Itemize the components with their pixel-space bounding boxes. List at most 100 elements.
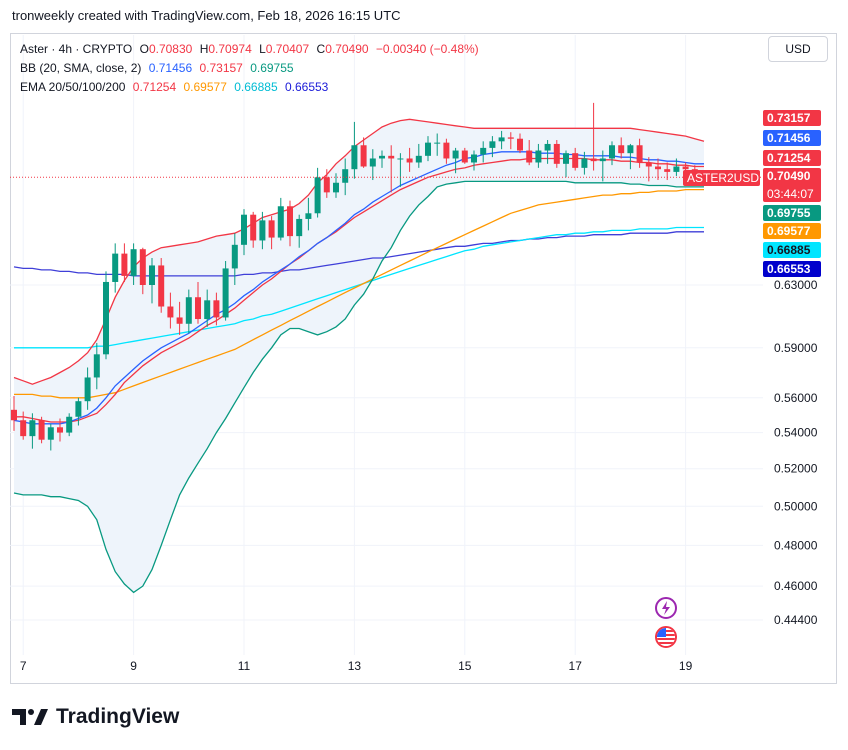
countdown-label: 03:44:07 [763,186,821,202]
x-axis-tick-label: 7 [20,659,27,673]
candle-body [213,300,220,318]
high-value: 0.70974 [208,42,252,56]
symbol-tag-label: ASTER2USD [683,170,760,186]
bb-upper-price-label: 0.73157 [763,110,821,126]
bb-band-fill [14,119,704,593]
candle-body [351,145,358,170]
change-value: −0.00340 (−0.48%) [375,42,479,56]
y-axis-tick-label: 0.48000 [774,538,818,552]
tradingview-logo-icon [12,709,48,725]
bb-basis-price-label: 0.71456 [763,130,821,146]
us-economic-events-icon[interactable] [655,626,677,648]
candle-body [287,206,293,237]
candle-body [57,427,63,433]
high-label: H [199,42,209,56]
candle-body [305,213,312,219]
candle-body [231,244,238,269]
chart-legend: Aster · 4h · CRYPTO O0.70830 H0.70974 L0… [20,40,483,97]
open-value: 0.70830 [148,42,193,56]
candle-body [259,220,266,241]
candle-body [425,142,431,156]
ema20-price-label: 0.71254 [763,150,821,166]
candle-body [599,158,606,162]
candle-body [360,145,367,167]
ema-label: EMA 20/50/100/200 [20,80,126,94]
candle-body [47,427,54,440]
y-axis-tick-label: 0.52000 [774,462,818,476]
candle-body [535,150,542,163]
candle-body [682,166,689,170]
candle-body [250,214,257,241]
candle-body [636,145,643,163]
candle-body [507,137,514,139]
candle-body [342,169,349,183]
candle-body [38,420,45,440]
close-price-label: 0.70490 [763,168,821,186]
y-axis-tick-label: 0.54000 [774,426,818,440]
bb-basis-value: 0.71456 [148,61,193,75]
candle-body [526,150,533,163]
candle-body [195,297,201,320]
bb-basis-line [13,151,704,425]
y-axis-tick-label: 0.59000 [774,341,818,355]
candle-body [452,150,459,159]
candle-body [314,177,321,214]
ema200-line [13,231,704,277]
bb-legend-row[interactable]: BB (20, SMA, close, 2) 0.71456 0.73157 0… [20,59,483,78]
candle-body [618,145,625,154]
candle-body [241,214,247,245]
candle-body [415,155,422,163]
candle-body [66,416,73,433]
candle-body [517,138,523,151]
candle-body [333,182,339,193]
close-value: 0.70490 [325,42,369,56]
chart-header: tronweekly created with TradingView.com,… [12,8,401,23]
candle-body [11,409,17,421]
candle-body [167,306,174,318]
candle-body [590,158,597,162]
tradingview-logo[interactable]: TradingView [12,705,179,729]
candle-body [369,158,376,167]
ema100-line [14,226,704,349]
x-axis-tick-label: 11 [238,659,251,673]
bb-lower-value: 0.69755 [250,61,294,75]
candle-body [627,145,634,154]
x-axis-tick-label: 17 [569,659,583,673]
y-axis-tick-label: 0.44400 [774,613,818,627]
candle-body [204,300,211,320]
candle-body [406,158,413,163]
candle-body [20,420,27,437]
low-value: 0.70407 [265,42,310,56]
bb-upper-line [13,118,705,385]
currency-button[interactable]: USD [768,36,828,62]
low-label: L [259,42,266,56]
ema50-value: 0.69577 [183,80,227,94]
candle-body [130,249,137,276]
candle-body [572,153,579,168]
x-axis-tick-label: 15 [458,659,472,673]
y-axis-tick-label: 0.63000 [774,278,818,292]
lightning-icon[interactable] [655,597,677,619]
bb-lower-line [13,180,704,594]
candle-body [103,281,109,355]
ema50-line [14,188,704,399]
symbol-label[interactable]: Aster · 4h · CRYPTO [20,42,133,56]
x-axis-tick-label: 9 [130,659,137,673]
candle-body [581,158,588,168]
candle-body [553,143,560,164]
candle-body [139,249,146,285]
candle-body [185,297,192,324]
candle-body [645,162,652,167]
y-axis-tick-label: 0.56000 [774,391,818,405]
ema-legend-row[interactable]: EMA 20/50/100/200 0.71254 0.69577 0.6688… [20,78,483,97]
candle-body [461,150,468,163]
candle-body [498,137,505,142]
candle-body [489,141,496,148]
candle-body [121,253,128,276]
candle-body [112,253,119,282]
candle-body [268,220,275,238]
candle-body [471,154,477,163]
y-axis-tick-label: 0.46000 [774,579,818,593]
ema100-price-label: 0.66885 [763,242,821,258]
